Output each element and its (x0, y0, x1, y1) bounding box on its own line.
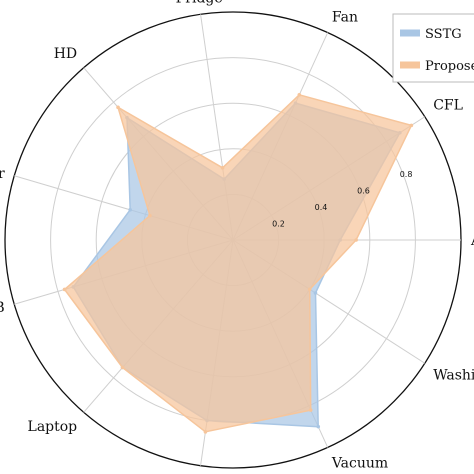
series-1-point-3 (220, 165, 225, 170)
series-area-1 (63, 94, 413, 433)
series-layer (62, 93, 414, 434)
category-label-3: Fridge (176, 0, 223, 6)
r-tick-label-3: 0.8 (400, 170, 413, 179)
r-tick-label-1: 0.4 (315, 203, 328, 212)
series-1-point-0 (354, 238, 358, 242)
category-label-10: Washing (433, 368, 474, 384)
radial-ticks: 0.2 0.4 0.6 0.8 (272, 170, 412, 228)
legend-box (392, 13, 474, 83)
series-1-point-2 (297, 93, 302, 97)
legend: SSTG Proposed (392, 13, 474, 83)
series-1-point-10 (307, 287, 312, 292)
category-label-0: AC (470, 233, 474, 249)
series-0-point-10 (313, 291, 318, 295)
series-1-point-8 (203, 430, 208, 434)
series-0-point-9 (316, 424, 321, 429)
category-label-5: Heater (0, 166, 5, 182)
series-0-point-5 (128, 208, 132, 212)
category-label-1: CFL (433, 97, 463, 113)
category-label-4: HD (54, 46, 77, 62)
series-1-point-5 (148, 213, 152, 218)
legend-label-1: Proposed (425, 59, 474, 74)
category-label-2: Fan (332, 10, 358, 26)
series-1-point-1 (409, 123, 414, 128)
category-label-9: Vacuum (331, 455, 388, 471)
r-tick-label-2: 0.6 (357, 187, 370, 196)
series-1-point-7 (120, 365, 125, 370)
category-label-6: ILB (0, 300, 5, 316)
series-1-point-6 (62, 287, 67, 292)
series-1-point-9 (308, 408, 313, 412)
series-1-point-4 (116, 105, 120, 110)
category-label-7: Laptop (28, 419, 78, 435)
r-tick-label-0: 0.2 (272, 220, 285, 229)
legend-label-0: SSTG (425, 27, 462, 42)
